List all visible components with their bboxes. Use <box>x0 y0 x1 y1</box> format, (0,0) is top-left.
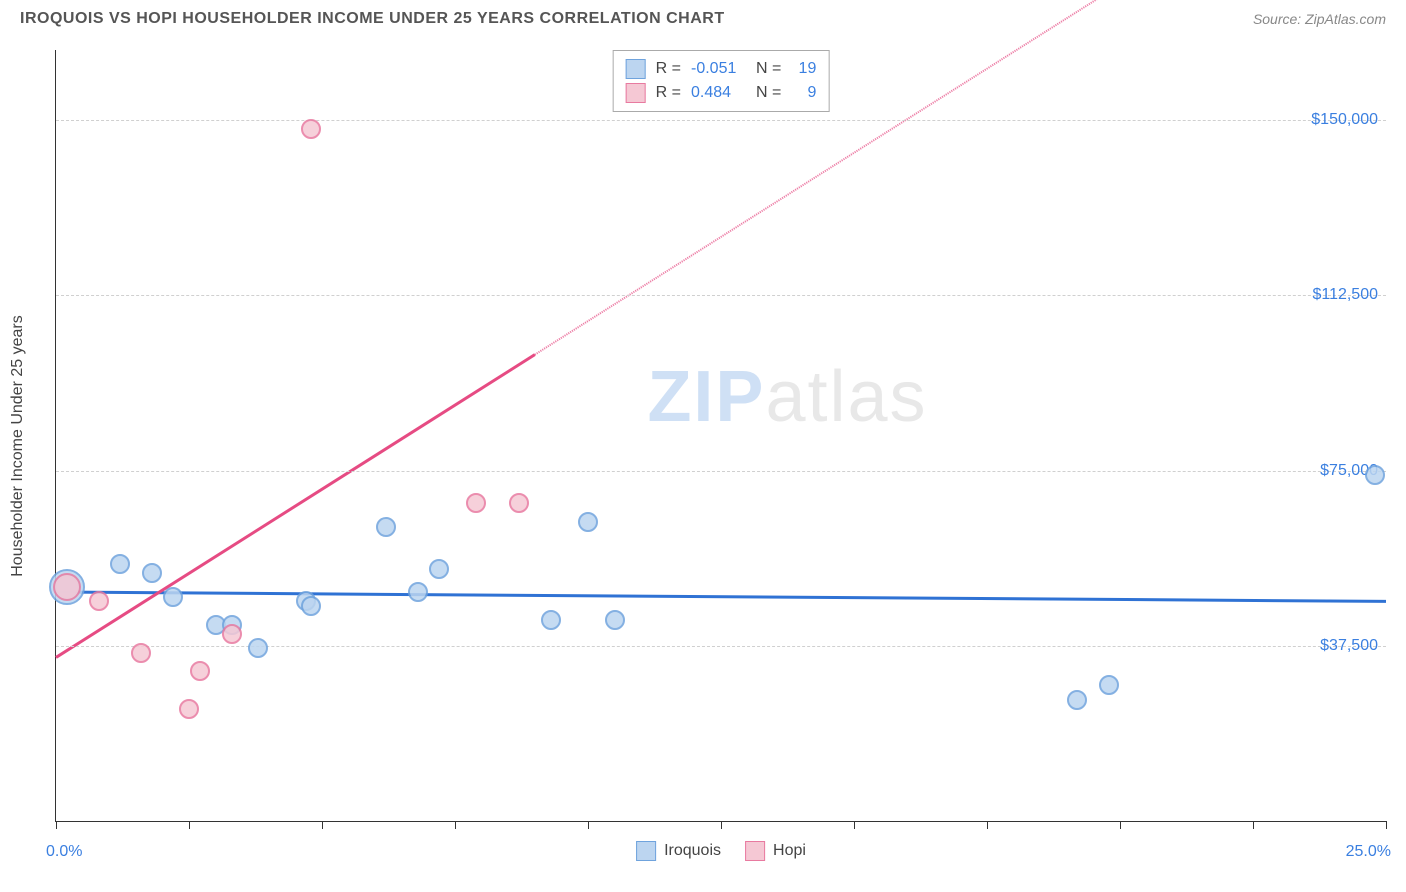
page-title: IROQUOIS VS HOPI HOUSEHOLDER INCOME UNDE… <box>20 10 725 28</box>
trend-line-solid <box>56 355 535 658</box>
x-axis-max-label: 25.0% <box>1346 843 1391 861</box>
data-point <box>1099 675 1119 695</box>
x-tick <box>1120 821 1121 829</box>
data-point <box>408 582 428 602</box>
data-point <box>1067 690 1087 710</box>
legend-item: Iroquois <box>636 841 721 861</box>
x-tick <box>588 821 589 829</box>
y-tick-label: $150,000 <box>1311 111 1378 129</box>
gridline <box>56 471 1386 472</box>
stats-legend-box: R = -0.051 N = 19 R = 0.484 N = 9 <box>613 50 830 112</box>
scatter-chart: ZIPatlas R =-0.051N =19R =0.484N =9 Iroq… <box>55 50 1386 822</box>
gridline <box>56 295 1386 296</box>
data-point <box>509 493 529 513</box>
x-tick <box>56 821 57 829</box>
data-point <box>110 554 130 574</box>
data-point <box>605 610 625 630</box>
data-point <box>131 643 151 663</box>
series-swatch <box>626 83 646 103</box>
stat-n-label: N = <box>756 84 781 102</box>
series-swatch <box>626 59 646 79</box>
x-tick <box>987 821 988 829</box>
stats-row: R = 0.484 N = 9 <box>626 81 817 105</box>
legend-item: Hopi <box>745 841 806 861</box>
data-point <box>53 573 81 601</box>
data-point <box>248 638 268 658</box>
x-tick <box>854 821 855 829</box>
stat-n-label: N = <box>756 60 781 78</box>
data-point <box>190 661 210 681</box>
data-point <box>89 591 109 611</box>
data-point <box>376 517 396 537</box>
stats-row: R = -0.051 N = 19 <box>626 57 817 81</box>
source-attribution: Source: ZipAtlas.com <box>1253 11 1386 27</box>
legend-label: Hopi <box>773 842 806 860</box>
data-point <box>301 119 321 139</box>
trend-lines <box>56 50 1386 821</box>
x-tick <box>455 821 456 829</box>
x-tick <box>189 821 190 829</box>
x-tick <box>322 821 323 829</box>
data-point <box>222 624 242 644</box>
x-tick <box>1386 821 1387 829</box>
data-point <box>466 493 486 513</box>
gridline <box>56 120 1386 121</box>
y-tick-label: $112,500 <box>1312 286 1378 304</box>
data-point <box>179 699 199 719</box>
stat-r-value: 0.484 <box>691 84 746 102</box>
stat-r-value: -0.051 <box>691 60 746 78</box>
y-tick-label: $37,500 <box>1320 637 1378 655</box>
trend-line-solid <box>56 592 1386 601</box>
data-point <box>429 559 449 579</box>
series-swatch <box>745 841 765 861</box>
x-axis-min-label: 0.0% <box>46 843 82 861</box>
data-point <box>1365 465 1385 485</box>
legend-label: Iroquois <box>664 842 721 860</box>
data-point <box>142 563 162 583</box>
data-point <box>541 610 561 630</box>
series-legend: Iroquois Hopi <box>636 841 806 861</box>
stat-r-label: R = <box>656 84 681 102</box>
y-axis-title: Householder Income Under 25 years <box>9 315 27 576</box>
x-tick <box>721 821 722 829</box>
stat-r-label: R = <box>656 60 681 78</box>
x-tick <box>1253 821 1254 829</box>
data-point <box>578 512 598 532</box>
series-swatch <box>636 841 656 861</box>
data-point <box>301 596 321 616</box>
stat-n-value: 9 <box>791 84 816 102</box>
stat-n-value: 19 <box>791 60 816 78</box>
data-point <box>163 587 183 607</box>
